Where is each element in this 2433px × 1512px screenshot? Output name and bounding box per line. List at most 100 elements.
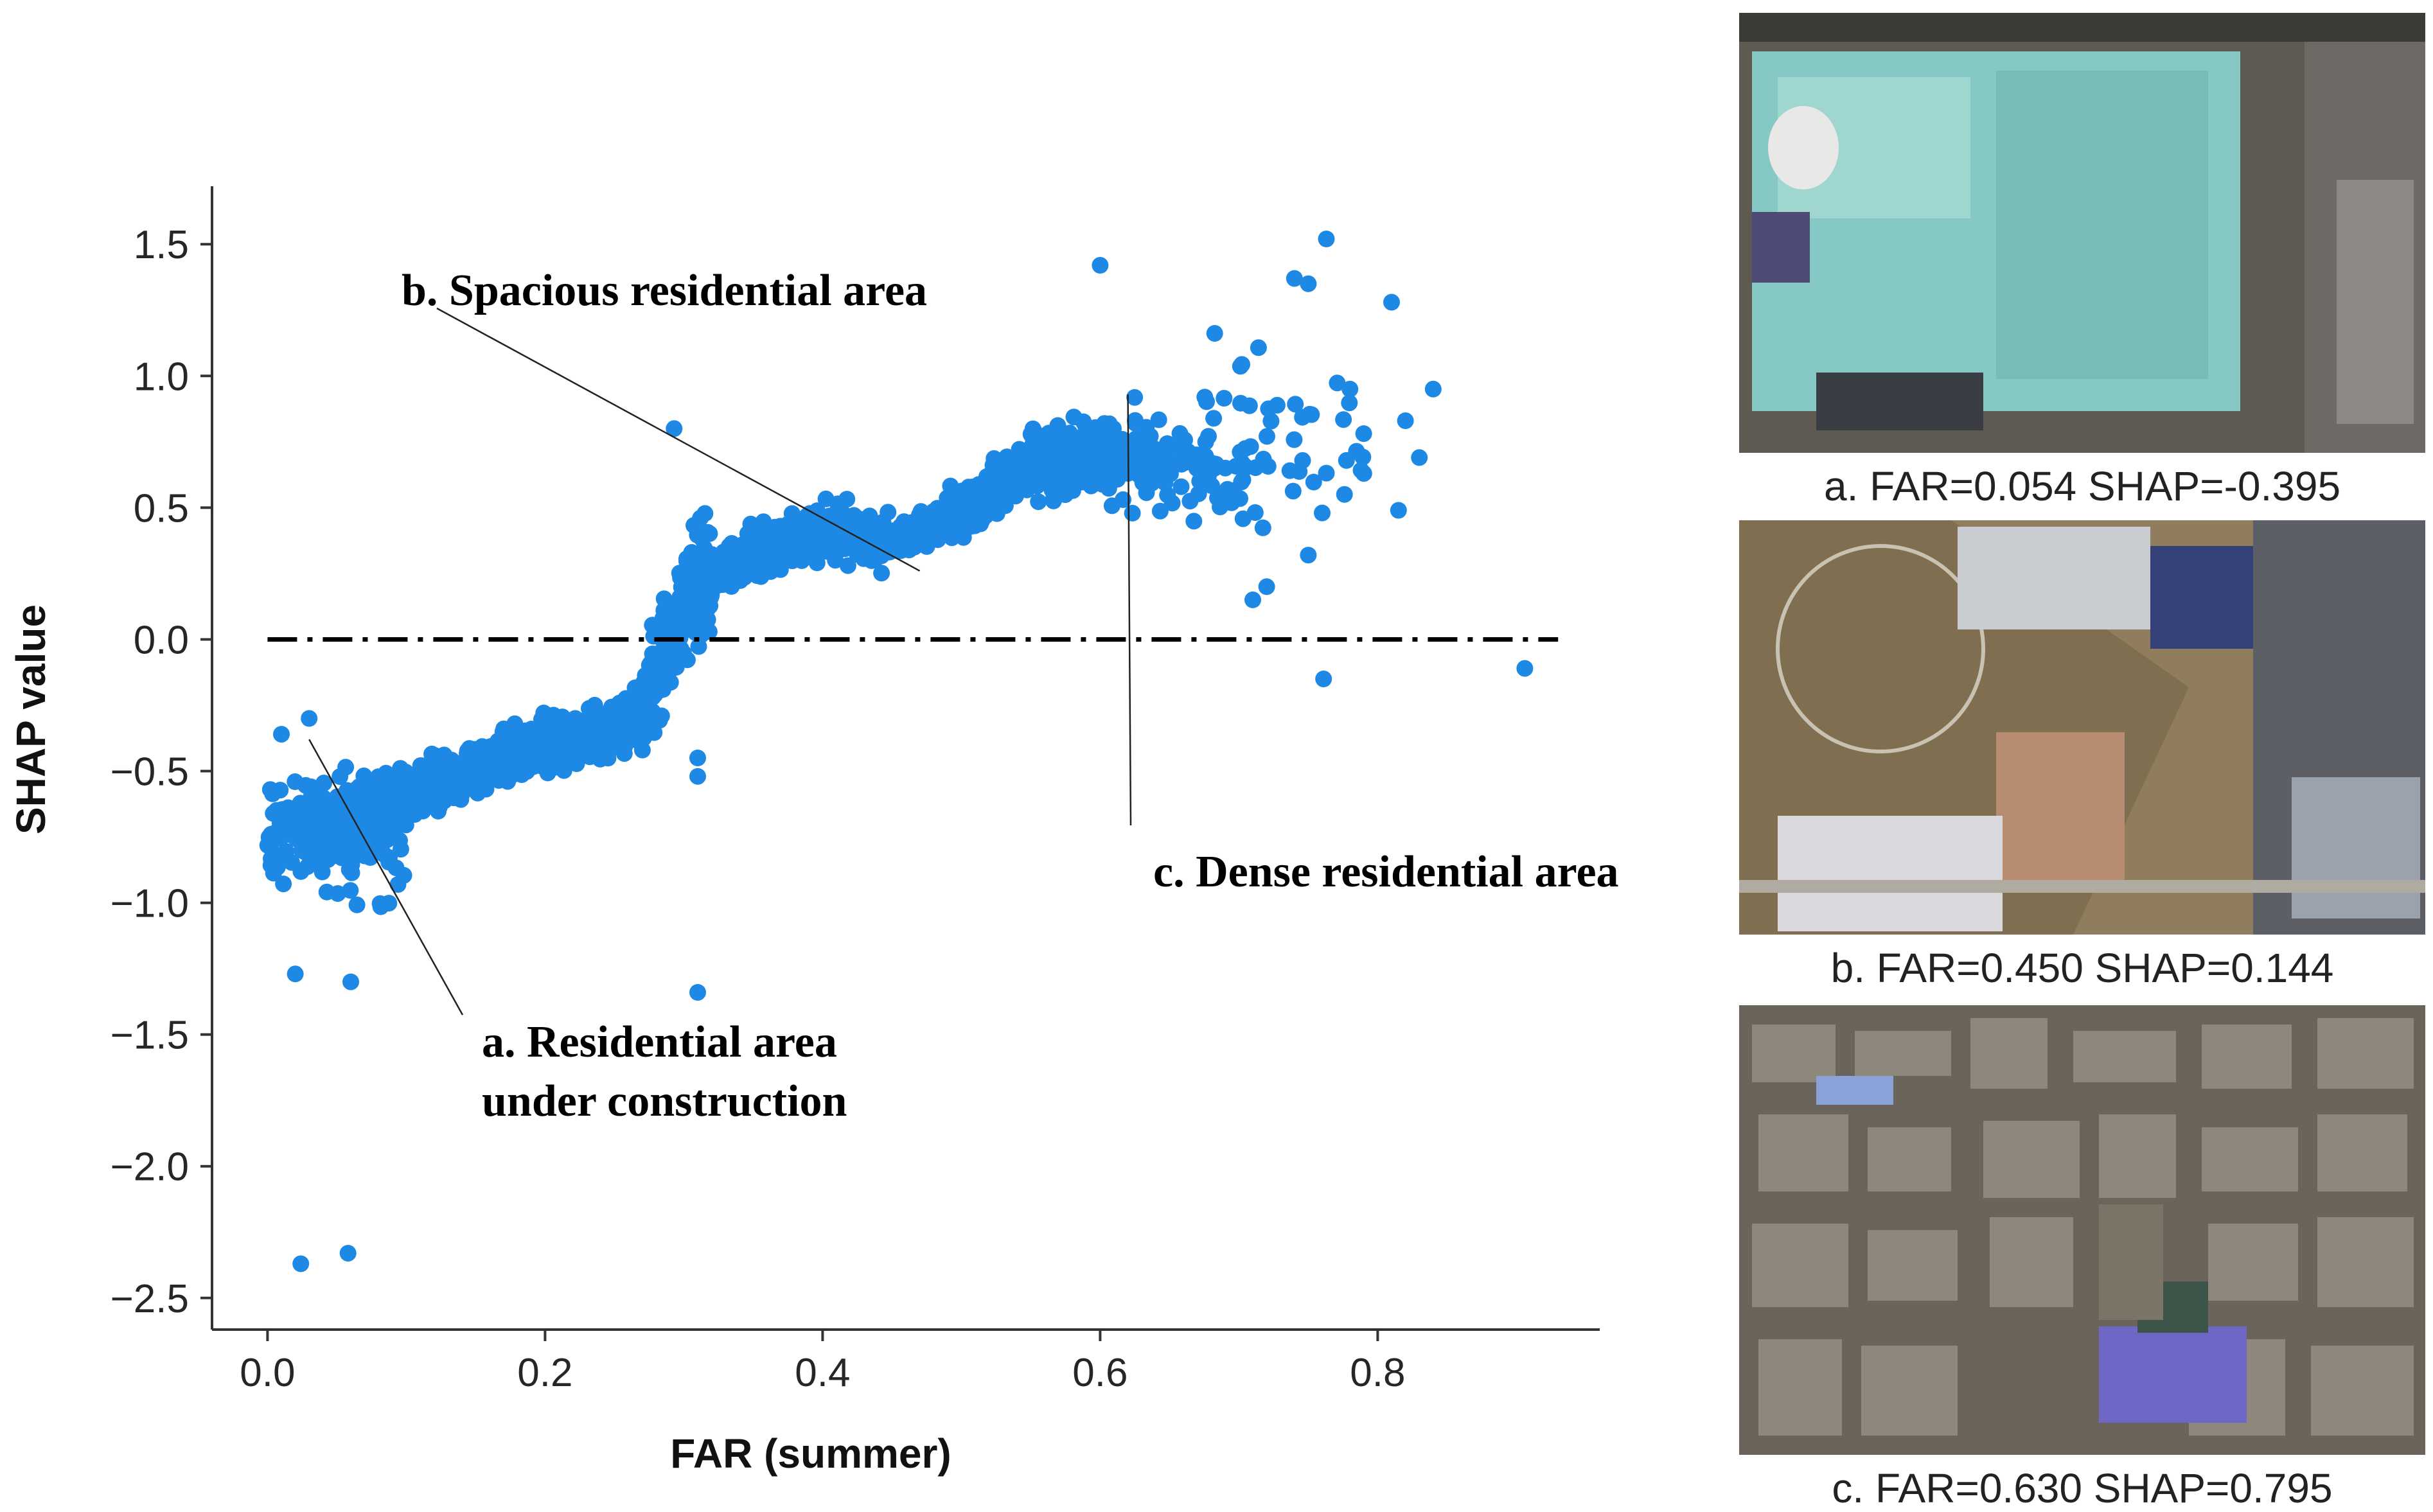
scatter-point [496,732,513,750]
scatter-point [681,606,698,624]
scatter-point [1126,412,1144,429]
scatter-point [985,497,1002,514]
scatter-point [867,550,885,567]
image-b-thumbnail [1739,520,2425,935]
scatter-point [784,552,801,570]
scatter-point [1335,411,1352,428]
scatter-point [1336,486,1353,503]
scatter-point [1411,449,1428,466]
scatter-point [1286,431,1303,448]
scatter-point [1341,380,1359,398]
scatter-point [689,984,706,1001]
scatter-point [1232,394,1249,412]
scatter-point [1160,455,1178,473]
scatter-point [380,854,398,871]
annotation-label-a: under construction [482,1077,847,1126]
scatter-point [328,841,345,859]
scatter-point [644,617,661,634]
x-tick-label: 0.4 [795,1351,850,1395]
scatter-point [266,852,283,869]
scatter-point [534,728,551,746]
scatter-point [671,565,688,582]
scatter-point [447,777,464,795]
scatter-point [391,802,407,819]
scatter-chart: 0.0 0.2 0.4 0.6 0.8 1.5 1.0 0.5 0.0 −0.5 −1.0 −1.5 −… [8,186,1619,1477]
scatter-point [1181,493,1199,510]
scatter-point [1060,477,1077,494]
scatter-point [288,830,305,847]
y-tick-label: 1.0 [134,355,189,399]
scatter-point [1030,451,1047,468]
scatter-point [626,710,644,728]
scatter-point [1355,465,1372,482]
y-tick-label: −1.5 [111,1014,189,1058]
image-a-thumbnail [1739,13,2425,453]
y-axis-label: SHAP value [8,604,54,834]
scatter-point [673,579,690,595]
scatter-point [1397,412,1414,429]
scatter-point [940,495,957,512]
scatter-point [554,746,571,763]
scatter-point [362,849,379,866]
y-tick-label: −1.0 [111,882,189,926]
scatter-point [1179,450,1196,468]
image-c-thumbnail [1739,1005,2425,1455]
scatter-point [1305,473,1322,491]
scatter-point [664,649,681,667]
x-tick-label: 0.2 [517,1351,572,1395]
scatter-point [635,729,652,746]
scatter-point [1081,453,1098,470]
scatter-point [668,614,685,631]
annotations: a. Residential area under construction b. … [308,266,1619,1126]
scatter-point [897,527,914,544]
scatter-point [1099,468,1117,485]
scatter-point [801,522,818,540]
scatter-point [1300,547,1317,564]
scatter-point [490,770,508,787]
scatter-point [1077,418,1094,435]
scatter-point [287,965,304,983]
scatter-point [1236,457,1253,475]
scatter-point [942,477,959,495]
scatter-point [292,1255,310,1272]
scatter-point [1234,471,1252,488]
scatter-point [1284,482,1302,500]
scatter-point [518,726,535,744]
scatter-point [1341,394,1358,412]
scatter-point [337,759,355,776]
scatter-point [1030,493,1047,511]
scatter-point [641,656,658,674]
scatter-point [839,557,856,574]
scatter-point [838,491,856,508]
scatter-point [1171,425,1189,442]
scatter-point [523,752,540,769]
y-tick-label: 1.5 [134,223,189,267]
scatter-point [752,568,770,585]
scatter-point [391,832,408,849]
scatter-point [1287,396,1304,413]
scatter-point [1111,457,1128,475]
scatter-point [1124,504,1141,522]
scatter-point [1294,452,1311,469]
scatter-point [1300,275,1317,292]
scatter-point [718,570,736,588]
scatter-point [1092,257,1109,274]
x-tick-label: 0.0 [240,1351,295,1395]
y-tick-label: 0.0 [134,618,189,662]
scatter-point [955,507,972,523]
scatter-point [734,568,752,585]
scatter-point [695,572,712,590]
scatter-point [921,509,938,526]
scatter-point [662,597,680,613]
scatter-point [1100,480,1117,497]
scatter-point [841,518,858,536]
scatter-point [689,768,706,785]
scatter-point [1348,443,1365,460]
scatter-point [423,745,441,762]
scatter-point [318,825,335,842]
scatter-point [1151,502,1169,520]
x-tick-label: 0.6 [1072,1351,1128,1395]
scatter-point [348,896,366,913]
x-tick-label: 0.8 [1350,1351,1405,1395]
scatter-point [698,616,715,633]
